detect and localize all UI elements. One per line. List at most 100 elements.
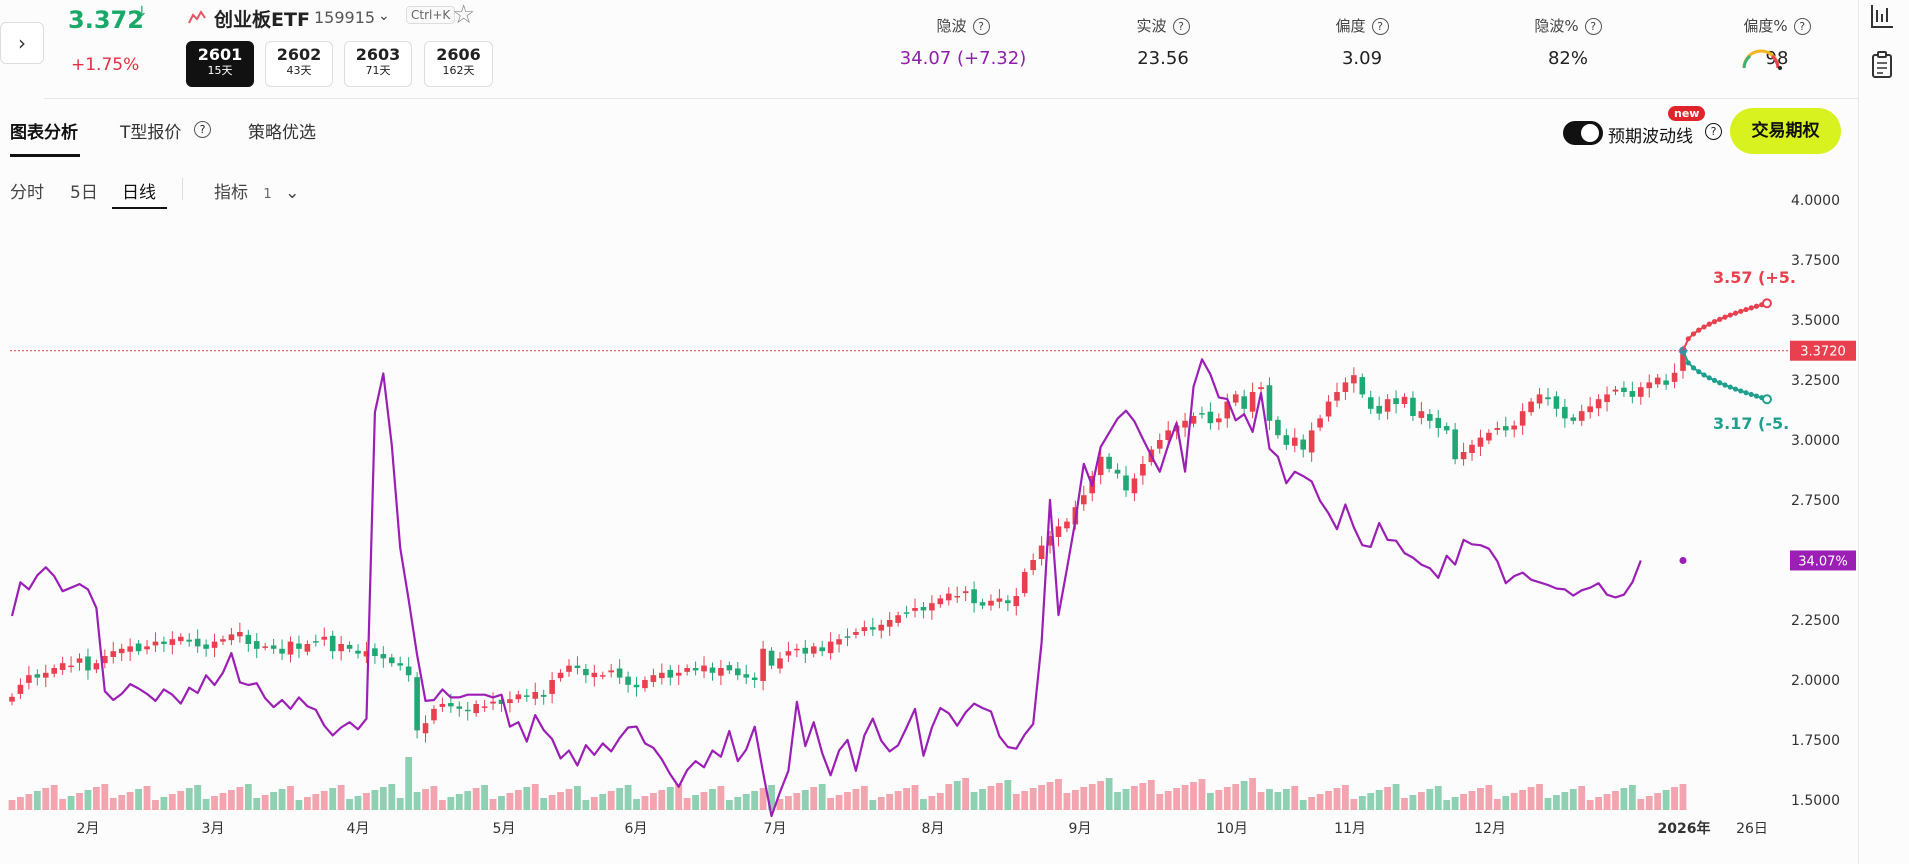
volume-bar [1485, 785, 1493, 810]
candle-body [1030, 560, 1036, 571]
x-tick-label: 7月 [764, 821, 787, 837]
help-icon[interactable]: ? [1371, 18, 1389, 35]
candle-body [481, 706, 488, 708]
volume-bar [776, 799, 784, 810]
candle-body [667, 669, 674, 678]
candle-body [110, 651, 117, 657]
candle-body [17, 684, 24, 694]
volume-bar [185, 788, 193, 810]
volume-bar [464, 791, 472, 810]
candle-body [313, 641, 319, 643]
y-tick-label: 1.7500 [1791, 733, 1840, 749]
candle-body [1317, 418, 1323, 428]
volume-bar [582, 800, 590, 810]
subtab-intraday[interactable]: 分时 [10, 183, 44, 203]
etf-code[interactable]: 159915 [314, 8, 376, 27]
candle-body [566, 665, 572, 672]
expiry-tab-2601[interactable]: 2601 15天 [186, 41, 254, 87]
candle-body [1005, 600, 1011, 604]
volume-bar [1131, 786, 1138, 810]
subtab-daily[interactable]: 日线 [122, 183, 156, 203]
tab-t-quote[interactable]: T型报价 [120, 123, 182, 143]
candle-body [1367, 397, 1374, 409]
star-icon[interactable]: ☆ [452, 0, 476, 30]
expand-sidebar-button[interactable]: › [0, 22, 44, 64]
candle-body [659, 672, 665, 679]
volume-bar [211, 796, 218, 810]
candle-body [262, 646, 268, 648]
subtab-5day[interactable]: 5日 [70, 183, 98, 203]
candle-body [549, 680, 555, 694]
expiry-tab-2606[interactable]: 2606 162天 [424, 41, 493, 87]
help-icon[interactable]: ? [1793, 18, 1811, 35]
volume-bar [801, 790, 809, 810]
help-icon[interactable]: ? [1584, 18, 1602, 35]
volume-bar [700, 792, 708, 810]
candle-body [1528, 401, 1534, 413]
volume-bar [886, 794, 894, 810]
candle-body [937, 598, 944, 605]
volume-bar [1434, 786, 1442, 810]
stat-label: 偏度? [1322, 15, 1402, 36]
volume-bar [1443, 800, 1451, 810]
candle-body [912, 608, 918, 611]
trade-options-button[interactable]: 交易期权 [1730, 108, 1841, 154]
help-icon[interactable]: ? [1172, 18, 1190, 35]
x-tick-label: 8月 [922, 821, 945, 837]
candle-body [599, 675, 606, 677]
help-icon[interactable]: ? [188, 119, 211, 138]
candle-body [161, 641, 167, 644]
tab-chart-analysis[interactable]: 图表分析 [10, 123, 78, 143]
last-price: 3.372 [68, 6, 144, 34]
candle-body [583, 668, 589, 676]
candle-body [701, 665, 707, 672]
candle-body [279, 648, 285, 654]
expiry-tab-2603[interactable]: 2603 71天 [344, 41, 412, 87]
volume-bar [1139, 783, 1147, 810]
volume-bar [785, 796, 792, 810]
volume-bar [987, 786, 995, 810]
volume-bar [1088, 784, 1096, 810]
last-price-label-bg [1790, 340, 1856, 361]
candle-body [886, 620, 893, 627]
volume-bar [1679, 784, 1687, 810]
candle-body [422, 723, 429, 734]
candle-body [920, 607, 927, 611]
volume-bar [860, 786, 868, 810]
volume-bar [1012, 794, 1020, 810]
chart-mode-icon[interactable] [1867, 2, 1897, 32]
candle-body [507, 699, 513, 704]
volume-bar [109, 798, 117, 810]
volume-bar [405, 757, 413, 810]
volume-bar [1468, 791, 1476, 810]
candle-body [1097, 456, 1104, 476]
volume-bar [607, 791, 615, 810]
volume-bar [135, 789, 142, 810]
clipboard-icon[interactable] [1867, 50, 1897, 80]
volume-bar [1004, 780, 1012, 810]
help-icon[interactable]: ? [972, 18, 990, 35]
upper-projection-end [1762, 298, 1772, 309]
volume-bar [1021, 791, 1029, 810]
volume-bar [531, 784, 539, 810]
stat-label-text: 偏度% [1743, 17, 1788, 35]
chevron-down-icon[interactable]: ⌄ [378, 8, 390, 24]
help-icon[interactable]: ? [1699, 121, 1722, 140]
volume-bar [489, 799, 497, 810]
candle-body [1266, 385, 1273, 421]
etf-name[interactable]: 创业板ETF [214, 9, 310, 31]
candle-body [380, 654, 387, 659]
candle-body [785, 651, 792, 656]
volume-bar [126, 792, 134, 810]
candle-body [439, 704, 446, 707]
price-chart[interactable]: 4.00003.75003.50003.25003.00002.75002.50… [0, 0, 1858, 864]
expiry-tab-2602[interactable]: 2602 43天 [265, 41, 333, 87]
tab-strategy[interactable]: 策略优选 [248, 123, 316, 143]
candle-body [996, 598, 1003, 602]
volume-bar [768, 785, 775, 810]
candle-body [853, 632, 859, 635]
candle-body [118, 648, 125, 654]
indicator-button[interactable]: 指标 1 ⌄ [214, 178, 299, 203]
candle-body [1460, 452, 1467, 460]
candle-body [177, 636, 184, 642]
